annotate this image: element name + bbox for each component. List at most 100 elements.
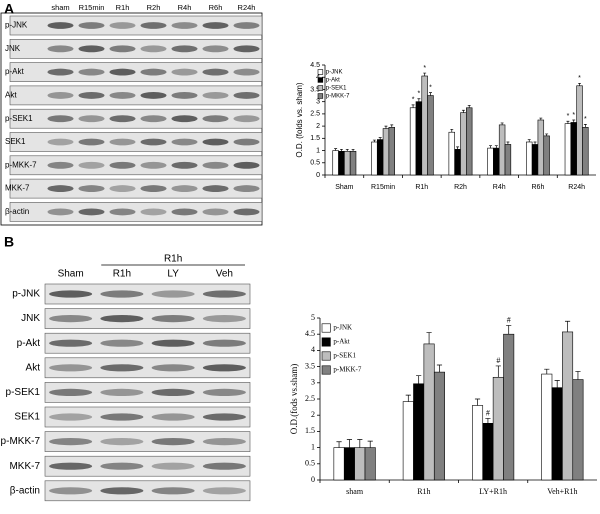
blot-strip <box>44 283 251 305</box>
blot-strip <box>44 431 251 452</box>
row-label: SEK1 <box>14 412 40 423</box>
blot-band <box>171 208 198 216</box>
error-bar <box>554 380 560 388</box>
lane-label: R4h <box>178 3 192 12</box>
bar <box>562 331 574 481</box>
legend-swatch <box>321 323 331 333</box>
lane-label: R2h <box>147 3 161 12</box>
x-tick-label: R1h <box>415 184 428 191</box>
bar <box>498 124 506 176</box>
bar <box>572 379 584 481</box>
blot-band <box>47 22 74 29</box>
error-bar <box>378 137 382 140</box>
row-label: JNK <box>5 44 21 53</box>
y-tick-label: 3 <box>316 99 320 106</box>
blot-band <box>78 185 105 193</box>
error-bar <box>583 124 587 128</box>
legend-label: p-MKK-7 <box>326 94 350 100</box>
x-tick-label: R2h <box>454 184 467 191</box>
blot-band <box>171 138 198 146</box>
blot-band <box>202 91 229 99</box>
bar <box>472 405 484 481</box>
bar <box>460 112 467 176</box>
blot-strip <box>44 455 251 477</box>
lane-label: Sham <box>58 269 84 280</box>
row-label: β-actin <box>5 207 29 216</box>
blot-band <box>140 45 167 53</box>
bar <box>537 119 545 176</box>
significance-mark: * <box>412 97 415 104</box>
group-label: R1h <box>164 254 182 265</box>
error-bar <box>436 364 443 373</box>
blot-band <box>202 388 246 396</box>
blot-band <box>171 68 198 76</box>
blot-band <box>47 208 74 216</box>
error-bar <box>506 325 512 335</box>
error-bar <box>572 119 576 123</box>
bar <box>551 387 563 481</box>
blot-band <box>140 138 167 146</box>
blot-band <box>233 45 260 53</box>
legend-label: p-JNK <box>326 70 343 76</box>
error-bar <box>390 124 394 128</box>
blot-band <box>78 22 105 29</box>
error-bar <box>450 128 454 133</box>
lane-label: R6h <box>209 3 223 12</box>
blot-band <box>202 161 229 169</box>
row-label: p-Akt <box>5 67 24 76</box>
lane-label: R24h <box>238 3 256 12</box>
bar <box>343 447 355 481</box>
y-tick-label: 5 <box>311 313 315 322</box>
y-axis-label: O.D. (folds vs. sham) <box>295 82 304 157</box>
blot-band <box>202 68 229 76</box>
blot-strip <box>9 155 263 176</box>
row-label: p-MKK-7 <box>5 160 37 169</box>
blot-band <box>202 185 229 193</box>
row-label: p-JNK <box>12 289 40 300</box>
significance-mark: * <box>429 84 432 91</box>
y-tick-label: 1 <box>311 442 315 451</box>
blot-band <box>47 115 74 123</box>
legend-swatch <box>321 337 331 347</box>
error-bar <box>485 418 491 424</box>
significance-mark: # <box>496 356 500 365</box>
blot-band <box>49 438 93 446</box>
y-tick-label: 1.5 <box>305 426 315 435</box>
y-tick-label: 0 <box>311 475 315 484</box>
blot-band <box>140 161 167 169</box>
panel-label: A <box>4 1 14 17</box>
y-tick-label: 2 <box>316 123 320 130</box>
bar <box>427 95 434 176</box>
bar <box>371 141 378 176</box>
blot-band <box>100 462 144 470</box>
blot-band <box>171 115 198 123</box>
bar <box>454 149 461 176</box>
y-tick-label: 0.5 <box>305 459 315 468</box>
x-tick-label: R24h <box>568 184 585 191</box>
blot-band <box>202 138 229 146</box>
bar <box>376 139 384 176</box>
blot-band <box>109 161 136 169</box>
error-bar <box>533 141 537 145</box>
blot-band <box>49 413 93 421</box>
lane-label: R15min <box>79 3 105 12</box>
bar <box>576 85 583 176</box>
blot-band <box>100 487 144 495</box>
error-bar <box>564 320 571 332</box>
blot-band <box>202 22 229 29</box>
blot-band <box>100 364 144 372</box>
blot-band <box>109 22 136 29</box>
error-bar <box>346 439 353 448</box>
bar <box>413 383 425 481</box>
significance-mark: # <box>507 315 511 324</box>
blot-band <box>151 413 195 421</box>
bar <box>423 343 435 481</box>
y-tick-label: 2 <box>311 410 315 419</box>
x-tick-label: sham <box>346 487 364 496</box>
legend-swatch <box>317 85 324 91</box>
error-bar <box>474 398 481 406</box>
blot-band <box>233 185 260 193</box>
row-label: MKK-7 <box>5 184 30 193</box>
blot-band <box>78 208 105 216</box>
